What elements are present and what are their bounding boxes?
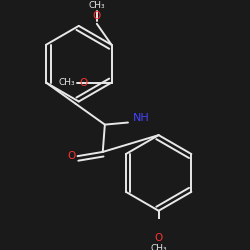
- Text: CH₃: CH₃: [59, 78, 76, 87]
- Text: CH₃: CH₃: [150, 244, 167, 250]
- Text: O: O: [154, 233, 163, 243]
- Text: NH: NH: [133, 113, 150, 123]
- Text: O: O: [79, 78, 87, 88]
- Text: CH₃: CH₃: [88, 1, 105, 10]
- Text: O: O: [67, 151, 76, 161]
- Text: O: O: [93, 11, 101, 21]
